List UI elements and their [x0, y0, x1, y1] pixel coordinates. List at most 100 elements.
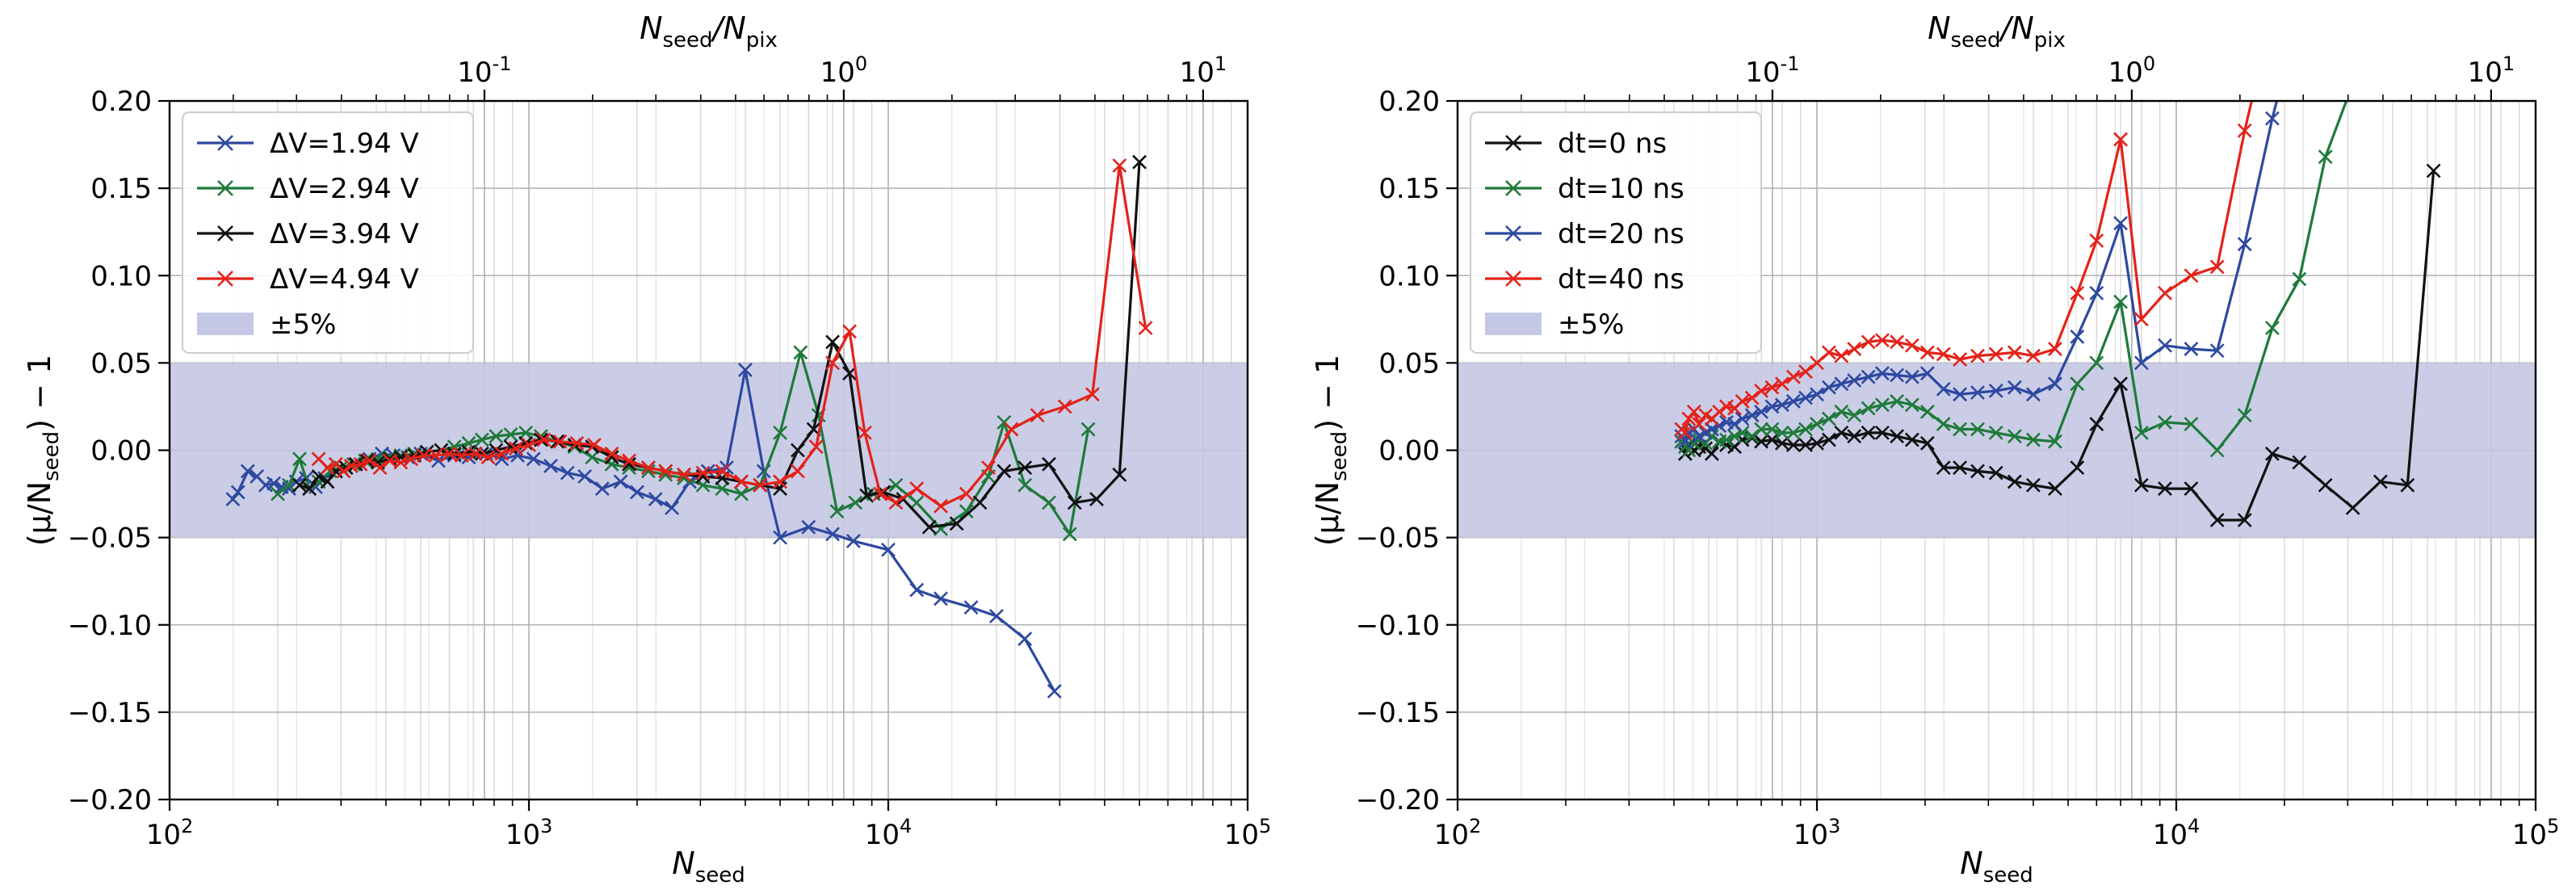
c0-series-3-marker [873, 486, 888, 502]
c0-y-tick-label: −0.10 [68, 610, 152, 642]
c1-legend-label-1: dt=10 ns [1558, 173, 1684, 205]
c1-series-0-marker [1861, 425, 1876, 440]
c0-series-0-marker [560, 465, 575, 481]
c0-series-0-marker [963, 600, 979, 615]
c1-legend-marker-3 [1505, 271, 1521, 287]
c1-series-0-marker [2133, 477, 2149, 493]
c0-series-3-marker [428, 448, 443, 463]
c1-series-3-marker [2133, 312, 2149, 327]
c1-series-0-marker [1875, 425, 1890, 440]
c1-series-0-marker [2400, 477, 2415, 493]
c1-series-1-marker [1744, 429, 1760, 444]
c1-series-1-marker [1890, 394, 1905, 409]
c0-series-3-marker [658, 464, 673, 479]
c1-series-2-marker [1936, 381, 1951, 397]
c1-top-axis-label: Nseed/Npix [1928, 10, 2066, 52]
c1-x-tick-label: 102 [1434, 815, 1482, 851]
c0-series-0-marker [240, 464, 255, 479]
c0-legend-label-1: ΔV=2.94 V [270, 173, 419, 205]
c1-series-0-marker [1953, 460, 1968, 476]
c0-series-1-marker [474, 432, 489, 447]
c0-series-2-marker [842, 366, 857, 381]
c1-series-1-marker [2237, 408, 2252, 423]
c1-series-2-marker [2133, 355, 2149, 371]
c1-series-3-marker [1890, 334, 1905, 350]
c1-top-tick-label: 10-1 [1745, 52, 1799, 89]
c1-x-tick-label: 103 [1794, 815, 1841, 851]
c1-series-2-marker [1754, 405, 1768, 419]
c0-y-tick-label: −0.15 [68, 697, 152, 729]
c0-series-1-marker [292, 451, 307, 467]
c1-series-2-marker [2209, 343, 2225, 359]
c1-series-2-marker [1847, 373, 1862, 388]
c0-series-3-marker [933, 498, 948, 514]
c1-series-1-marker [2089, 355, 2104, 371]
c1-series-2-marker [1735, 411, 1750, 426]
c0-series-3-marker [1085, 387, 1100, 402]
c0-series-2-marker [921, 519, 937, 535]
c0-series-2-marker [1017, 460, 1033, 476]
c1-y-tick-label: −0.10 [1356, 610, 1440, 642]
c1-series-1-marker [2318, 149, 2333, 165]
c0-series-3-marker [773, 474, 787, 489]
c0-series-1-marker [829, 504, 845, 519]
c0-legend-label-3: ΔV=4.94 V [270, 263, 419, 296]
c0-y-tick-label: 0.15 [90, 173, 152, 205]
c0-series-0-marker [773, 530, 787, 545]
c1-series-0-marker [1798, 438, 1813, 452]
c1-series-3-marker [1970, 348, 1985, 363]
c0-series-0-marker [1047, 684, 1062, 699]
c0-series-2-marker [1132, 154, 1147, 170]
c0-series-1-marker [1042, 495, 1056, 510]
c0-series-0-marker [825, 527, 840, 542]
c0-series-3-marker [715, 464, 730, 479]
c1-legend-marker-2 [1505, 225, 1521, 241]
c0-series-1-marker [1062, 527, 1077, 542]
c0-series-3-marker [320, 460, 335, 476]
c1-series-0-marker [2089, 417, 2104, 431]
c0-series-3-marker [494, 446, 510, 461]
c0-series-3-marker [393, 455, 409, 470]
c0-series-0-marker [526, 451, 541, 467]
c1-series-2-marker [1774, 397, 1789, 413]
c1-series-2-marker [1890, 367, 1905, 383]
c1-series-1-marker [2158, 414, 2172, 430]
c0-series-0-marker [577, 469, 593, 484]
c1-series-2-marker [2113, 216, 2128, 231]
c1-series-3-marker [2237, 123, 2252, 138]
c1-series-2-marker [2048, 376, 2062, 392]
c0-series-0-marker [909, 582, 925, 598]
c0-series-3-marker [1030, 408, 1045, 423]
c0-series-1-marker [503, 427, 518, 442]
c1-series-1-marker [2264, 321, 2280, 336]
c1-series-1-marker [1875, 397, 1890, 413]
c1-series-0-marker [1810, 435, 1824, 451]
c1-series-3-marker [1988, 346, 2003, 362]
c0-legend-marker-2 [217, 225, 233, 241]
c0-series-1-marker [959, 504, 974, 519]
c1-series-3-marker [1919, 345, 1935, 360]
c0-series-2-marker [773, 481, 787, 496]
c1-series-1-marker [2048, 434, 2062, 449]
c1-series-0-marker [1834, 425, 1849, 440]
c1-x-tick-label: 105 [2512, 815, 2560, 851]
c1-series-2-marker [1919, 366, 1935, 381]
c1-series-1-marker [1861, 401, 1876, 416]
c1-series-3-marker [1686, 405, 1701, 419]
c1-series-3-marker [1692, 417, 1707, 431]
c0-series-0-marker [881, 542, 896, 557]
c0-series-3-marker [522, 438, 536, 452]
c1-series-1-marker [1810, 417, 1824, 431]
c1-series-1-marker [1834, 405, 1849, 419]
c1-series-1-marker [2113, 294, 2128, 309]
c1-series-1-marker [2070, 376, 2085, 392]
c0-series-0-marker [845, 534, 861, 548]
c0-series-1-marker [848, 495, 863, 510]
c0-series-0-marker [266, 476, 281, 491]
c1-series-3-marker [1798, 364, 1813, 380]
c0-series-1-marker [518, 425, 534, 440]
left-chart-panel: 102 103 104 105 10-1 100 101 0.20 0.15 0.10 0.05 0.… [22, 10, 1271, 888]
c0-legend-box [182, 111, 474, 354]
c1-series-2-marker [2158, 338, 2172, 353]
c0-top-tick-label: 100 [820, 52, 868, 89]
